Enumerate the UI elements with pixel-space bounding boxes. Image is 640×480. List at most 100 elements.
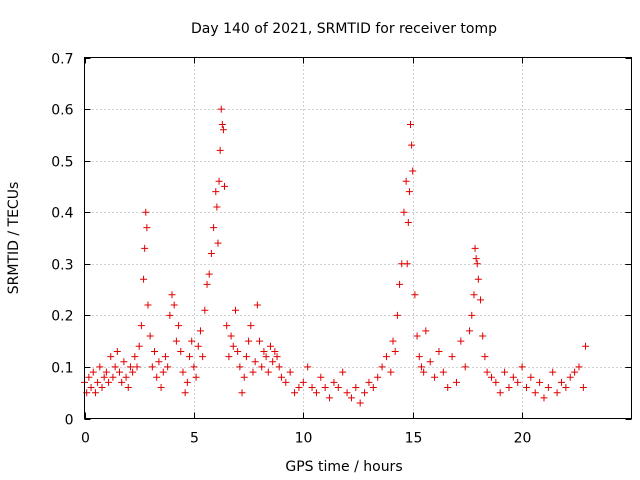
data-point bbox=[473, 260, 481, 268]
x-tick-label: 5 bbox=[190, 431, 199, 447]
grid bbox=[84, 57, 632, 419]
data-point bbox=[215, 177, 223, 185]
data-point bbox=[143, 224, 151, 232]
data-point bbox=[544, 384, 552, 392]
data-point bbox=[496, 389, 504, 397]
data-point bbox=[258, 363, 266, 371]
data-point bbox=[146, 332, 154, 340]
data-point bbox=[518, 363, 526, 371]
data-point bbox=[277, 373, 285, 381]
data-point bbox=[159, 368, 167, 376]
data-point bbox=[400, 208, 408, 216]
data-point bbox=[452, 378, 460, 386]
data-point bbox=[214, 239, 222, 247]
data-point bbox=[448, 353, 456, 361]
data-point bbox=[403, 260, 411, 268]
data-point bbox=[192, 373, 200, 381]
data-point bbox=[225, 353, 233, 361]
data-point bbox=[378, 363, 386, 371]
data-point bbox=[231, 306, 239, 314]
data-point bbox=[181, 389, 189, 397]
data-point bbox=[514, 378, 522, 386]
data-point bbox=[100, 373, 108, 381]
data-point bbox=[405, 188, 413, 196]
data-point bbox=[282, 378, 290, 386]
data-point bbox=[291, 389, 299, 397]
x-tick-label: 15 bbox=[405, 431, 423, 447]
data-point bbox=[408, 141, 416, 149]
data-point bbox=[431, 373, 439, 381]
data-point bbox=[175, 322, 183, 330]
data-point bbox=[240, 373, 248, 381]
data-point bbox=[562, 384, 570, 392]
data-point bbox=[271, 347, 279, 355]
data-point bbox=[238, 389, 246, 397]
data-point bbox=[286, 368, 294, 376]
data-point bbox=[144, 301, 152, 309]
data-point bbox=[129, 368, 137, 376]
data-point bbox=[481, 353, 489, 361]
data-point bbox=[188, 337, 196, 345]
data-point bbox=[269, 358, 277, 366]
y-tick-label: 0.7 bbox=[51, 52, 73, 68]
data-point bbox=[94, 378, 102, 386]
y-tick-label: 0.6 bbox=[51, 103, 73, 119]
data-point bbox=[87, 384, 95, 392]
data-point bbox=[166, 311, 174, 319]
data-point bbox=[374, 373, 382, 381]
data-point bbox=[413, 332, 421, 340]
data-point bbox=[321, 384, 329, 392]
data-point bbox=[411, 291, 419, 299]
data-point bbox=[148, 363, 156, 371]
data-point bbox=[466, 327, 474, 335]
x-axis-label: GPS time / hours bbox=[285, 459, 402, 475]
data-point bbox=[199, 353, 207, 361]
data-point bbox=[334, 384, 342, 392]
plot-frame bbox=[84, 57, 632, 419]
data-point bbox=[89, 368, 97, 376]
data-point bbox=[435, 347, 443, 355]
data-point bbox=[571, 368, 579, 376]
data-point bbox=[299, 378, 307, 386]
data-point bbox=[356, 399, 364, 407]
data-point bbox=[107, 353, 115, 361]
data-point bbox=[118, 378, 126, 386]
data-point bbox=[549, 368, 557, 376]
data-point bbox=[256, 337, 264, 345]
data-point bbox=[218, 121, 226, 129]
data-point bbox=[474, 275, 482, 283]
y-tick-label: 0.4 bbox=[51, 206, 73, 222]
data-point bbox=[492, 378, 500, 386]
data-point bbox=[219, 126, 227, 134]
data-points bbox=[81, 105, 590, 407]
data-point bbox=[242, 353, 250, 361]
data-point bbox=[133, 363, 141, 371]
data-point bbox=[207, 249, 215, 257]
data-point bbox=[131, 353, 139, 361]
data-point bbox=[387, 368, 395, 376]
data-point bbox=[417, 363, 425, 371]
data-point bbox=[439, 368, 447, 376]
data-point bbox=[116, 368, 124, 376]
data-point bbox=[483, 368, 491, 376]
tick-labels: 0 0.1 0.2 0.3 0.4 0.5 0.6 0.7 0 5 10 15 20 bbox=[51, 52, 531, 447]
data-point bbox=[273, 353, 281, 361]
y-tick-label: 0.2 bbox=[51, 309, 73, 325]
data-point bbox=[236, 363, 244, 371]
data-point bbox=[477, 296, 485, 304]
y-tick-label: 0.1 bbox=[51, 361, 73, 377]
data-point bbox=[113, 347, 121, 355]
data-point bbox=[253, 301, 261, 309]
data-point bbox=[260, 347, 268, 355]
data-point bbox=[183, 378, 191, 386]
data-point bbox=[275, 363, 283, 371]
data-point bbox=[213, 203, 221, 211]
data-point bbox=[201, 306, 209, 314]
data-point bbox=[151, 347, 159, 355]
data-point bbox=[352, 384, 360, 392]
data-point bbox=[389, 337, 397, 345]
data-point bbox=[343, 389, 351, 397]
data-point bbox=[308, 384, 316, 392]
data-point bbox=[249, 368, 257, 376]
data-point bbox=[415, 353, 423, 361]
